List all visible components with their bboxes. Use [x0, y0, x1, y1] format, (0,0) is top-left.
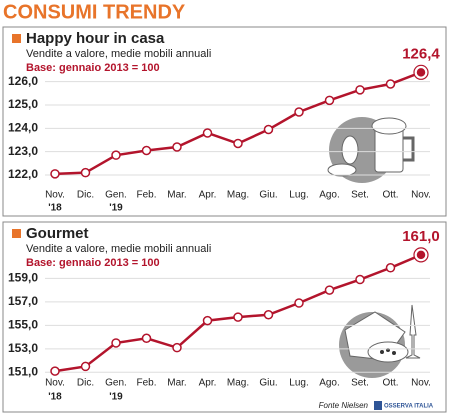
x-tick-label: Gen. [105, 190, 127, 201]
x-year-label: '19 [109, 392, 123, 403]
logo-mark [374, 401, 382, 410]
point [172, 342, 182, 353]
x-year-label: '18 [48, 203, 62, 214]
x-tick-label: Dic. [77, 190, 94, 201]
value-label: 126,4 [402, 45, 440, 62]
chart-note: Base: gennaio 2013 = 100 [26, 257, 160, 269]
point [111, 150, 121, 160]
point [233, 138, 243, 149]
x-tick-label: Giu. [259, 378, 277, 389]
point [385, 79, 396, 89]
x-tick-label: Nov. [411, 190, 431, 201]
x-tick-label: Nov. [45, 378, 65, 389]
value-label: 161,0 [402, 228, 440, 245]
x-tick-label: Giu. [259, 190, 277, 201]
x-tick-label: Nov. [45, 190, 65, 201]
point [294, 298, 304, 308]
point [263, 124, 274, 135]
x-tick-label: Gen. [105, 378, 127, 389]
chart-subtitle: Vendite a valore, medie mobili annuali [26, 48, 211, 60]
title-marker [12, 229, 21, 238]
x-tick-label: Lug. [289, 190, 308, 201]
point [50, 366, 60, 376]
y-tick-label: 159,0 [8, 271, 38, 285]
point [141, 333, 152, 343]
point [355, 85, 365, 95]
panel [2, 221, 447, 413]
y-tick-label: 155,0 [8, 318, 38, 332]
point [202, 128, 213, 138]
point [416, 68, 426, 77]
chart-subtitle: Vendite a valore, medie mobili annuali [26, 243, 211, 255]
x-tick-label: Set. [351, 190, 369, 201]
x-tick-label: Mar. [167, 190, 186, 201]
x-tick-label: Set. [351, 378, 369, 389]
source: Fonte Nielsen [319, 401, 369, 410]
x-tick-label: Ott. [382, 190, 398, 201]
y-tick-label: 153,0 [8, 341, 38, 355]
y-tick-label: 157,0 [8, 294, 38, 308]
point [324, 285, 335, 295]
y-tick-label: 151,0 [8, 364, 38, 378]
y-tick-label: 125,0 [8, 97, 38, 111]
point [172, 142, 182, 152]
x-tick-label: Apr. [199, 378, 217, 389]
point [355, 274, 365, 285]
point [385, 263, 396, 273]
point [416, 250, 426, 260]
x-tick-label: Mag. [227, 378, 249, 389]
point [294, 107, 304, 117]
point [202, 315, 213, 326]
x-tick-label: Nov. [411, 378, 431, 389]
point [324, 95, 335, 106]
x-tick-label: Ago. [319, 190, 340, 201]
point [233, 312, 243, 322]
chart-note: Base: gennaio 2013 = 100 [26, 62, 160, 74]
chart-title: Happy hour in casa [26, 30, 165, 47]
point [80, 361, 91, 372]
point [111, 338, 121, 348]
panel [2, 26, 447, 217]
x-tick-label: Dic. [77, 378, 94, 389]
point [263, 310, 274, 320]
x-tick-label: Mag. [227, 190, 249, 201]
y-tick-label: 122,0 [8, 167, 38, 181]
x-tick-label: Feb. [136, 190, 156, 201]
y-tick-label: 126,0 [8, 74, 38, 88]
main-title: CONSUMI TRENDY [3, 1, 186, 23]
x-year-label: '19 [109, 203, 123, 214]
x-tick-label: Mar. [167, 378, 186, 389]
gourmet-illustration [339, 304, 421, 378]
logo: OSSERVA ITALIA [384, 404, 434, 410]
point [80, 167, 91, 178]
x-tick-label: Apr. [199, 190, 217, 201]
point [141, 145, 152, 156]
x-tick-label: Feb. [136, 378, 156, 389]
point [50, 169, 60, 179]
x-tick-label: Ago. [319, 378, 340, 389]
chart-title: Gourmet [26, 225, 89, 242]
x-year-label: '18 [48, 392, 62, 403]
x-tick-label: Lug. [289, 378, 308, 389]
beer-illustration [327, 117, 415, 183]
y-tick-label: 124,0 [8, 121, 38, 135]
x-tick-label: Ott. [382, 378, 398, 389]
title-marker [12, 34, 21, 43]
y-tick-label: 123,0 [8, 144, 38, 158]
